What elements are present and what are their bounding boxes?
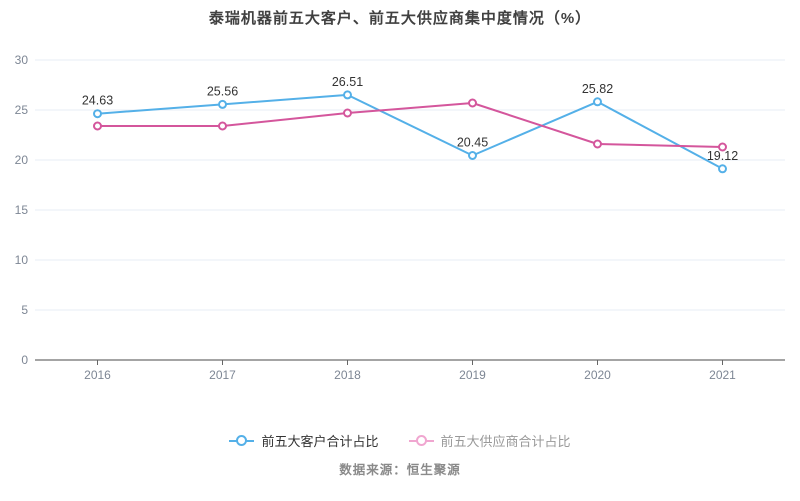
legend-line-circle-icon: [408, 435, 434, 446]
data-point-marker: [93, 109, 102, 119]
data-point-label: 26.51: [332, 75, 363, 89]
legend-line-circle-icon: [229, 435, 255, 446]
x-axis-tick-label: 2021: [709, 368, 736, 382]
data-point-marker: [593, 97, 602, 107]
y-axis-tick-label: 25: [15, 103, 29, 117]
x-axis-tick-label: 2018: [334, 368, 361, 382]
data-point-label: 19.12: [707, 149, 738, 163]
data-point-marker: [218, 99, 227, 109]
y-axis-tick-label: 0: [21, 353, 28, 367]
x-axis-tick-label: 2016: [84, 368, 111, 382]
data-point-label: 25.82: [582, 82, 613, 96]
data-point-marker: [718, 164, 727, 174]
y-axis-tick-label: 10: [15, 253, 29, 267]
x-axis-tick-label: 2017: [209, 368, 236, 382]
legend-label-customers: 前五大客户合计占比: [261, 434, 379, 449]
data-point-marker: [468, 98, 477, 108]
legend-item-customers[interactable]: 前五大客户合计占比: [229, 431, 379, 450]
data-point-marker: [93, 121, 102, 131]
chart-legend: 前五大客户合计占比 前五大供应商合计占比: [0, 431, 800, 450]
y-axis-tick-label: 5: [21, 303, 28, 317]
legend-label-suppliers: 前五大供应商合计占比: [440, 434, 571, 449]
chart-title: 泰瑞机器前五大客户、前五大供应商集中度情况（%）: [208, 10, 592, 27]
legend-item-suppliers[interactable]: 前五大供应商合计占比: [408, 431, 571, 450]
y-axis-tick-label: 30: [15, 53, 29, 67]
line-series-1: [96, 102, 724, 148]
data-point-marker: [718, 142, 727, 152]
data-point-label: 20.45: [457, 136, 488, 150]
line-series-0: [96, 93, 724, 170]
data-point-label: 24.63: [82, 94, 113, 108]
plot-area: 0 5 10 15 20 25 30 2016 2017 2018 2019 2020 2021 24.6…: [15, 53, 785, 382]
y-axis-tick-label: 20: [15, 153, 29, 167]
data-point-marker: [343, 90, 352, 100]
data-point-label: 25.56: [207, 84, 238, 98]
data-source-text: 数据来源：恒生聚源: [339, 463, 461, 477]
x-axis-tick-label: 2020: [584, 368, 611, 382]
x-axis-tick-label: 2019: [459, 368, 486, 382]
data-point-marker: [218, 121, 227, 131]
data-point-marker: [343, 108, 352, 118]
data-point-marker: [593, 139, 602, 149]
y-axis-tick-label: 15: [15, 203, 29, 217]
data-point-marker: [468, 151, 477, 160]
